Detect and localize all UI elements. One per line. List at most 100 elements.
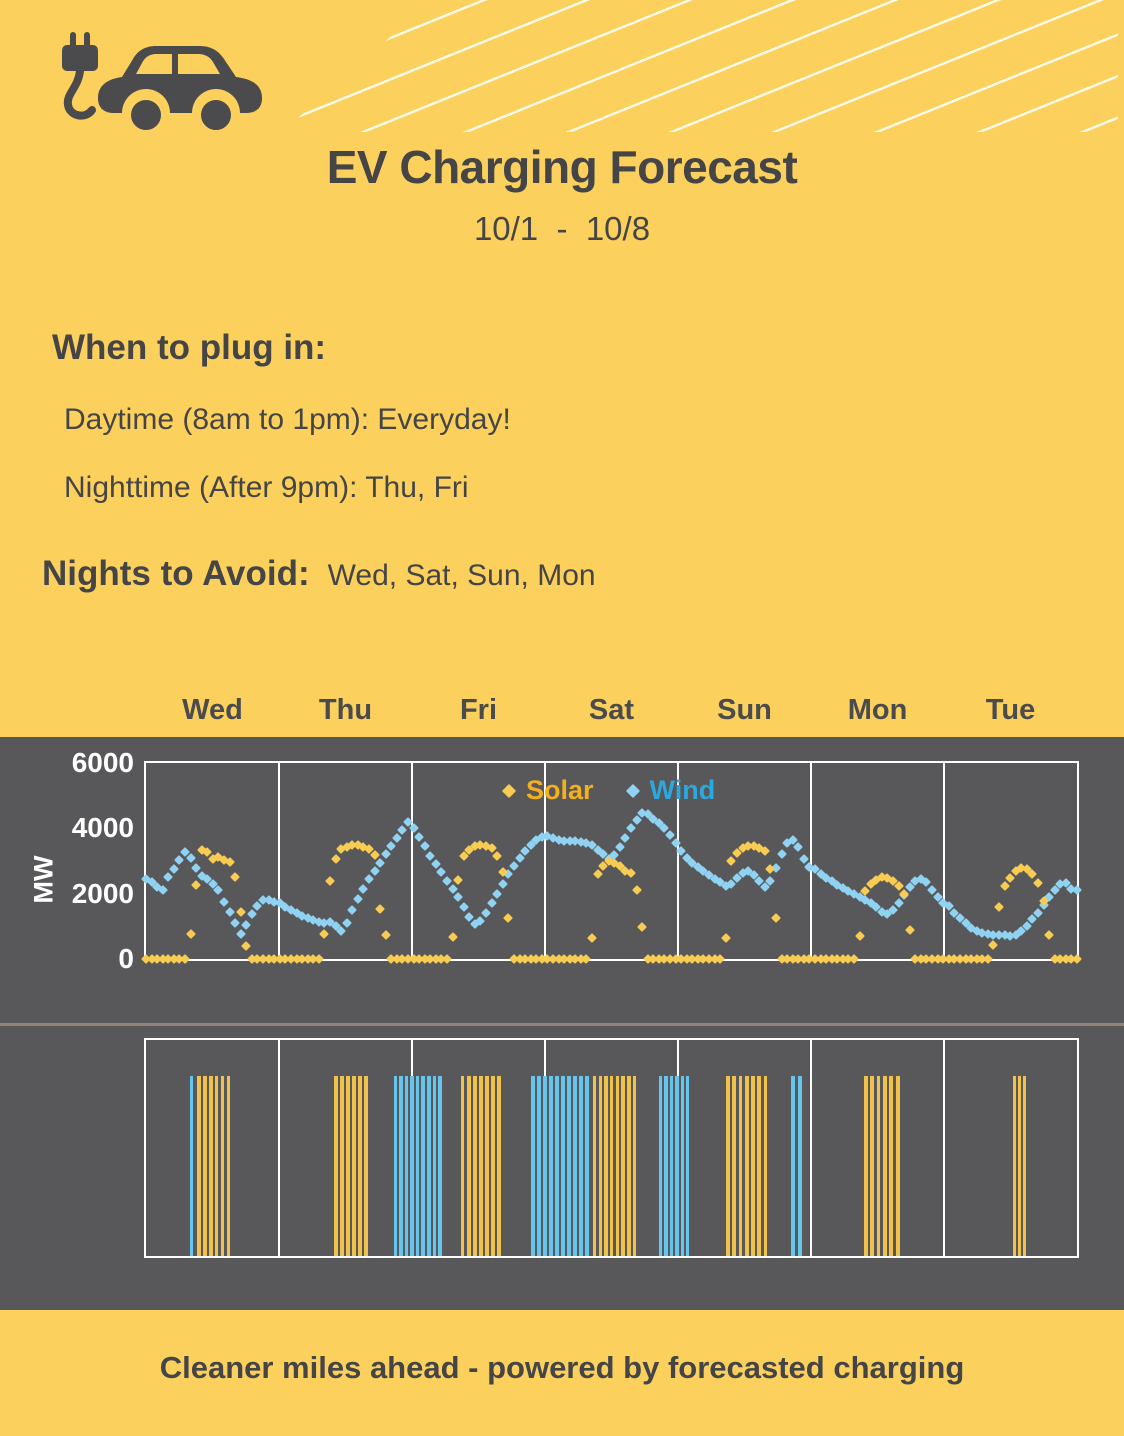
wind-data-point xyxy=(380,849,391,860)
solar-data-point xyxy=(235,907,246,917)
ev-car-plug-icon xyxy=(62,32,262,136)
wind-data-point xyxy=(219,896,229,907)
wind-data-point xyxy=(397,825,408,835)
wind-data-point xyxy=(241,919,252,930)
wind-data-point xyxy=(414,831,425,842)
solar-charging-stripe xyxy=(485,1076,489,1256)
y-tick-2000: 2000 xyxy=(71,877,134,909)
solar-data-point xyxy=(587,933,597,944)
wind-charging-stripe xyxy=(427,1076,431,1256)
solar-charging-stripe xyxy=(876,1076,881,1256)
solar-charging-stripe xyxy=(621,1076,625,1256)
wind-data-point xyxy=(665,829,675,840)
wind-data-point xyxy=(481,908,492,919)
solar-data-point xyxy=(988,939,999,950)
wind-charging-stripe xyxy=(680,1076,684,1256)
solar-charging-stripe xyxy=(197,1076,201,1256)
charging-windows-chart-panel xyxy=(0,1026,1124,1310)
solar-data-point xyxy=(447,932,458,943)
date-range: 10/1 - 10/8 xyxy=(473,210,651,247)
footer-tagline: Cleaner miles ahead - powered by forecas… xyxy=(159,1350,965,1385)
day-label-wed: Wed xyxy=(182,694,243,726)
solar-charging-stripe xyxy=(1012,1076,1016,1256)
day-divider xyxy=(411,763,413,959)
day-divider xyxy=(544,763,546,959)
wind-charging-stripe xyxy=(399,1076,403,1256)
wind-data-point xyxy=(341,918,352,929)
solar-data-point xyxy=(626,868,636,879)
solar-charging-stripe xyxy=(751,1076,755,1256)
wind-charging-stripe xyxy=(561,1076,565,1256)
solar-data-point xyxy=(1005,873,1016,883)
wind-data-point xyxy=(458,901,469,912)
wind-data-point xyxy=(174,855,185,866)
solar-charging-stripe xyxy=(632,1076,637,1256)
day-label-sat: Sat xyxy=(588,694,635,726)
solar-charging-stripe xyxy=(460,1076,465,1256)
solar-charging-stripe xyxy=(882,1076,887,1256)
solar-charging-stripe xyxy=(615,1076,620,1256)
wind-charging-stripe xyxy=(421,1076,425,1256)
wind-data-point xyxy=(492,888,503,899)
solar-data-point xyxy=(191,880,202,891)
solar-charging-stripe xyxy=(744,1076,749,1256)
wind-data-point xyxy=(235,928,246,939)
wind-charging-stripe xyxy=(438,1076,442,1256)
wind-data-point xyxy=(358,883,369,894)
solar-charging-stripe xyxy=(732,1076,737,1256)
panel-separator-line xyxy=(0,1023,1124,1026)
solar-charging-stripe xyxy=(220,1076,225,1256)
wind-data-point xyxy=(776,849,787,860)
daytime-recommendation: Daytime (8am to 1pm): Everyday! xyxy=(64,403,511,436)
wind-charging-stripe xyxy=(189,1076,193,1256)
day-label-fri: Fri xyxy=(459,694,498,726)
y-tick-6000: 6000 xyxy=(71,747,134,778)
wind-data-point xyxy=(336,926,347,937)
wind-data-point xyxy=(369,865,380,876)
solar-charging-stripe xyxy=(598,1076,603,1256)
solar-data-point xyxy=(631,885,642,896)
solar-charging-stripe xyxy=(726,1076,730,1256)
solar-charging-stripe xyxy=(208,1076,213,1256)
wind-data-point xyxy=(442,875,452,886)
solar-charging-stripe xyxy=(472,1076,477,1256)
wind-data-point xyxy=(486,898,497,909)
solar-data-point xyxy=(230,872,241,883)
day-label-thu: Thu xyxy=(318,694,373,726)
solar-charging-stripe xyxy=(592,1076,597,1256)
wind-data-point xyxy=(213,885,224,896)
wind-data-point xyxy=(508,860,519,871)
wind-data-point xyxy=(352,893,363,904)
day-axis-labels: Wed Thu Fri Sat Sun Mon Tue xyxy=(146,694,1077,727)
solar-data-point xyxy=(241,940,252,951)
solar-charging-stripe xyxy=(466,1076,471,1256)
chart-legend: Solar Wind xyxy=(501,775,715,806)
wind-data-point xyxy=(391,833,402,844)
solar-data-point xyxy=(592,869,603,880)
solar-charging-stripe xyxy=(334,1076,338,1256)
wind-data-point xyxy=(497,878,508,889)
wind-data-point xyxy=(191,862,202,873)
solar-charging-stripe xyxy=(895,1076,900,1256)
wind-data-point xyxy=(163,872,174,883)
solar-data-point xyxy=(375,904,386,914)
solar-charging-stripe xyxy=(609,1076,614,1256)
nights-to-avoid-days: Wed, Sat, Sun, Mon xyxy=(327,559,596,592)
footer-bar: Cleaner miles ahead - powered by forecas… xyxy=(0,1310,1124,1436)
day-divider xyxy=(677,763,679,959)
day-divider xyxy=(810,763,812,959)
wind-data-point xyxy=(419,841,430,852)
solar-charging-stripe xyxy=(627,1076,631,1256)
solar-charging-stripe xyxy=(863,1076,868,1256)
nights-to-avoid-row: Nights to Avoid: Wed, Sat, Sun, Mon xyxy=(42,554,596,594)
day-divider xyxy=(278,763,280,959)
solar-charging-stripe xyxy=(352,1076,356,1256)
solar-data-point xyxy=(1027,869,1038,880)
wind-data-point xyxy=(436,867,447,878)
solar-charging-stripe xyxy=(214,1076,219,1256)
solar-data-point xyxy=(185,929,196,940)
solar-data-point xyxy=(854,930,865,941)
diagonal-lines-decoration xyxy=(282,0,1118,132)
solar-data-point xyxy=(325,875,335,886)
